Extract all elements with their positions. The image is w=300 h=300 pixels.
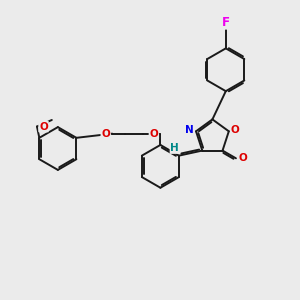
Text: F: F	[222, 16, 230, 29]
Text: O: O	[101, 129, 110, 139]
Text: O: O	[149, 129, 158, 139]
Text: O: O	[231, 125, 240, 135]
Text: O: O	[39, 122, 48, 131]
Text: O: O	[238, 153, 247, 163]
Text: H: H	[170, 143, 179, 153]
Text: N: N	[185, 125, 194, 135]
